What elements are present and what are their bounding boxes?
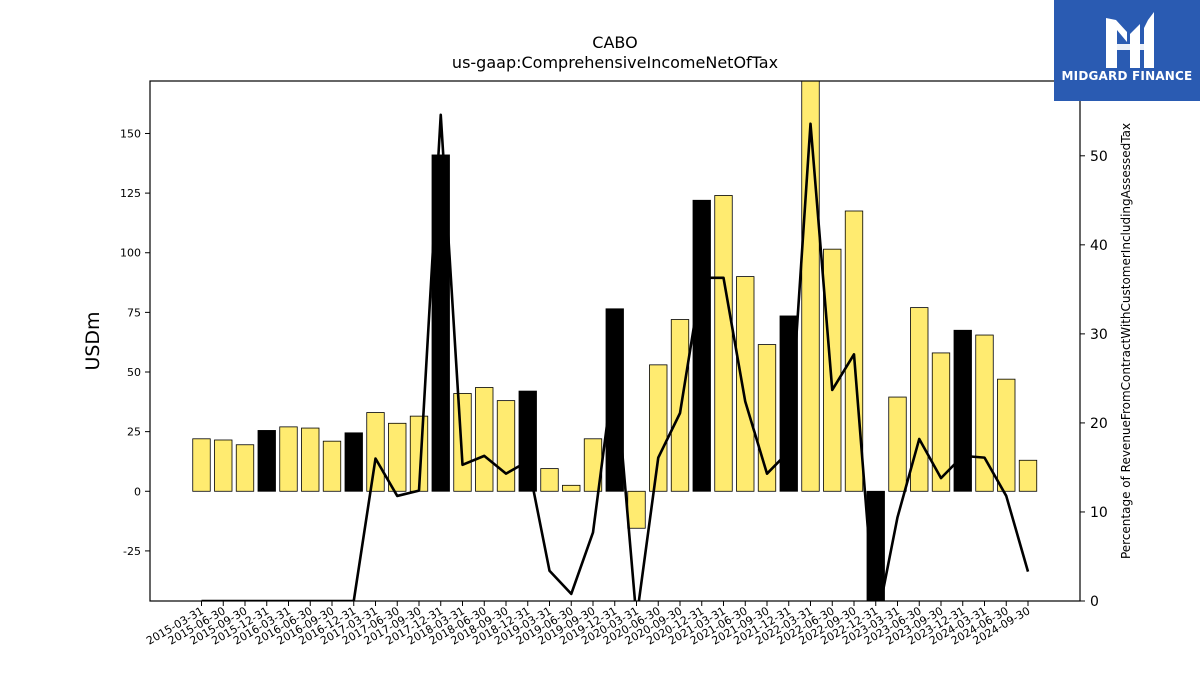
y2-tick-label: 50 xyxy=(1090,149,1108,165)
bar-2021-03-31 xyxy=(714,195,733,492)
line-series-percentage xyxy=(201,113,1030,601)
y-tick-label: 0 xyxy=(134,485,141,498)
y-tick-label: 75 xyxy=(127,306,141,319)
bar-2015-06-30 xyxy=(214,439,233,492)
y-tick-label: 150 xyxy=(120,127,141,140)
bar-2017-12-31 xyxy=(431,154,450,492)
bar-2015-03-31 xyxy=(192,438,211,492)
chart-title: CABO xyxy=(592,33,637,52)
bar-2022-06-30 xyxy=(823,248,842,492)
brand-name: MIDGARD FINANCE xyxy=(1061,69,1193,83)
bar-2021-09-30 xyxy=(757,344,777,492)
bar-2018-06-30 xyxy=(475,387,494,492)
bar-2015-12-31 xyxy=(257,430,276,492)
bar-2023-12-31 xyxy=(953,329,972,492)
y2-tick-label: 40 xyxy=(1090,238,1108,254)
y-tick-label: 125 xyxy=(120,187,141,200)
brand-logo: MIDGARD FINANCE xyxy=(1054,0,1200,101)
bar-2020-06-30 xyxy=(649,364,668,492)
y-tick-label: 100 xyxy=(120,247,141,260)
y-tick-label: 50 xyxy=(127,366,141,379)
bar-2019-12-31 xyxy=(605,308,624,492)
bar-2016-06-30 xyxy=(301,427,320,492)
y2-tick-label: 0 xyxy=(1090,594,1099,610)
bar-2015-09-30 xyxy=(235,444,255,492)
bar-2024-06-30 xyxy=(997,378,1016,492)
chart-subtitle: us-gaap:ComprehensiveIncomeNetOfTax xyxy=(452,53,778,72)
bar-2022-09-30 xyxy=(844,210,864,492)
y2-tick-label: 30 xyxy=(1090,327,1108,343)
midgard-mh-logo-icon xyxy=(1106,12,1154,68)
y-tick-label: 25 xyxy=(127,426,141,439)
bar-2020-12-31 xyxy=(692,199,711,492)
bar-2020-03-31 xyxy=(627,490,646,529)
bar-2016-12-31 xyxy=(344,432,363,492)
bar-2016-03-31 xyxy=(279,426,298,492)
bar-2024-03-31 xyxy=(975,334,994,492)
y-axis-label: USDm xyxy=(82,311,104,370)
bar-2023-03-31 xyxy=(888,396,907,492)
bar-2021-06-30 xyxy=(736,276,755,492)
bar-2024-09-30 xyxy=(1018,459,1038,492)
bar-2017-03-31 xyxy=(366,412,385,492)
bar-2021-12-31 xyxy=(779,315,798,492)
bar-2016-09-30 xyxy=(322,440,342,492)
bar-2017-06-30 xyxy=(388,422,407,492)
bar-2018-09-30 xyxy=(496,400,516,492)
y-tick-label: -25 xyxy=(123,545,141,558)
bar-2019-06-30 xyxy=(562,484,581,492)
bar-2018-12-31 xyxy=(518,390,537,492)
bar-2018-03-31 xyxy=(453,393,472,492)
y2-tick-label: 20 xyxy=(1090,416,1108,432)
y2-tick-label: 10 xyxy=(1090,505,1108,521)
y2-axis-label: Percentage of RevenueFromContractWithCus… xyxy=(1119,123,1133,559)
bar-2019-03-31 xyxy=(540,468,559,492)
bar-2023-09-30 xyxy=(931,352,951,492)
